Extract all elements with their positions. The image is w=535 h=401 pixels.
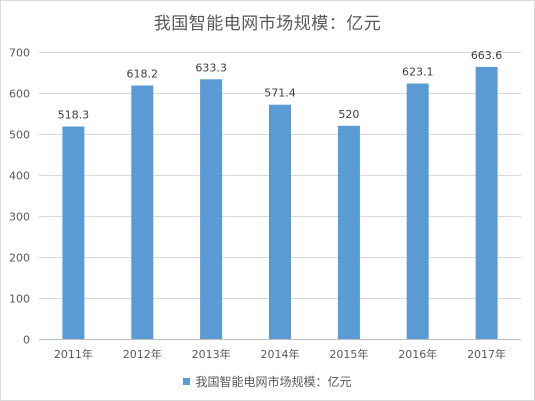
y-tick-label: 400: [9, 170, 30, 183]
bar: [62, 126, 85, 339]
bar: [269, 104, 291, 339]
bar: [200, 79, 223, 340]
y-tick-label: 700: [9, 47, 30, 60]
x-tick-label: 2011年: [54, 347, 93, 361]
data-label: 623.1: [402, 66, 434, 79]
y-tick-label: 100: [9, 293, 30, 306]
y-tick-label: 0: [23, 334, 30, 347]
data-label: 633.3: [195, 61, 227, 74]
x-tick-label: 2012年: [123, 347, 162, 361]
bar: [131, 85, 154, 339]
x-tick-label: 2016年: [398, 347, 437, 361]
legend-swatch: [183, 378, 191, 385]
bar: [337, 125, 360, 339]
data-label: 618.2: [127, 68, 159, 81]
legend: 我国智能电网市场规模：亿元: [1, 373, 534, 390]
data-label: 663.6: [471, 49, 503, 62]
x-tick-label: 2017年: [467, 347, 506, 361]
chart-title: 我国智能电网市场规模：亿元: [153, 14, 382, 34]
y-tick-label: 200: [9, 252, 30, 265]
data-label: 520: [338, 108, 359, 121]
data-label: 571.4: [264, 87, 296, 100]
bar: [475, 66, 498, 340]
y-tick-label: 300: [9, 211, 30, 224]
bar: [406, 83, 429, 339]
x-tick-label: 2013年: [192, 347, 231, 361]
y-tick-label: 500: [9, 129, 30, 142]
legend-label: 我国智能电网市场规模：亿元: [195, 375, 352, 389]
x-tick-label: 2014年: [261, 347, 300, 361]
x-tick-label: 2015年: [329, 347, 368, 361]
y-tick-label: 600: [9, 88, 30, 101]
data-label: 518.3: [58, 108, 90, 121]
